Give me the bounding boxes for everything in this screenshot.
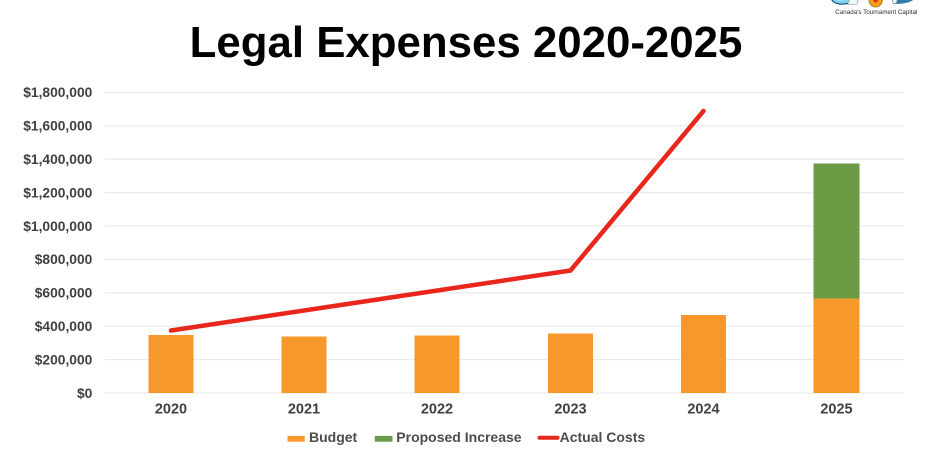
svg-text:2022: 2022 (421, 402, 453, 418)
svg-text:$1,400,000: $1,400,000 (23, 152, 92, 167)
svg-text:2024: 2024 (687, 402, 719, 418)
svg-text:$1,000,000: $1,000,000 (23, 219, 92, 234)
svg-text:2025: 2025 (820, 402, 852, 418)
svg-text:$400,000: $400,000 (35, 319, 93, 334)
svg-text:$1,200,000: $1,200,000 (23, 185, 92, 200)
svg-text:Actual Costs: Actual Costs (560, 429, 646, 445)
svg-text:Legal Expenses 2020-2025: Legal Expenses 2020-2025 (190, 18, 743, 67)
svg-text:2023: 2023 (554, 402, 586, 418)
svg-text:Canada's Tournament Capital: Canada's Tournament Capital (835, 9, 917, 16)
svg-text:$800,000: $800,000 (35, 252, 93, 267)
svg-text:$1,600,000: $1,600,000 (23, 119, 92, 134)
svg-text:Budget: Budget (309, 429, 358, 445)
svg-text:2021: 2021 (288, 402, 320, 418)
svg-text:$600,000: $600,000 (35, 286, 93, 301)
svg-text:Proposed Increase: Proposed Increase (396, 429, 521, 445)
svg-text:$200,000: $200,000 (35, 352, 93, 367)
svg-text:2020: 2020 (155, 402, 187, 418)
svg-text:$0: $0 (77, 386, 93, 401)
svg-text:$1,800,000: $1,800,000 (23, 85, 92, 100)
